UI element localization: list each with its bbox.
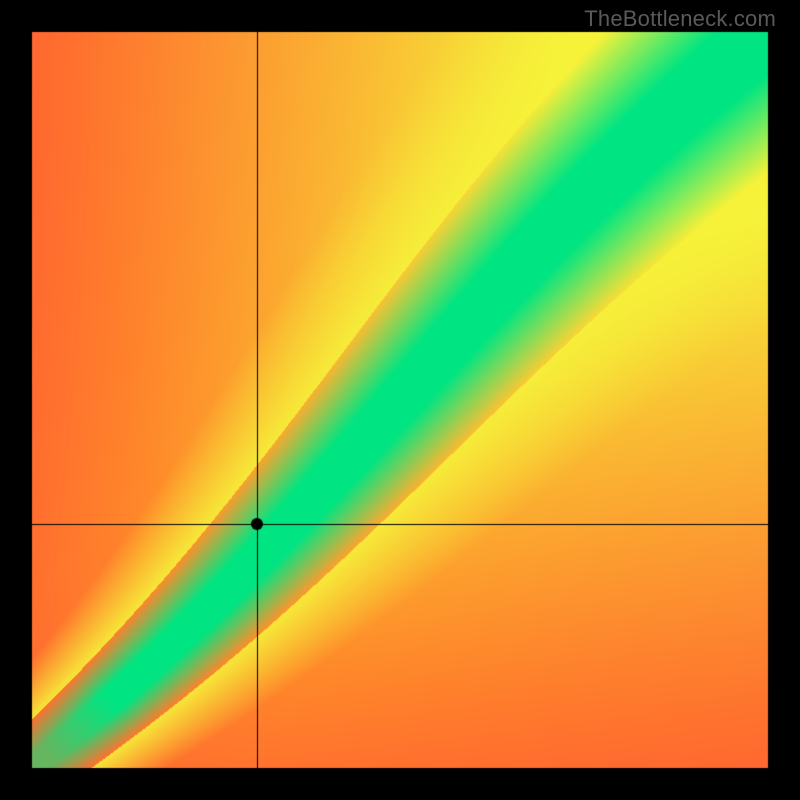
chart-container: TheBottleneck.com [0, 0, 800, 800]
heatmap-canvas [0, 0, 800, 800]
watermark-text: TheBottleneck.com [584, 6, 776, 32]
